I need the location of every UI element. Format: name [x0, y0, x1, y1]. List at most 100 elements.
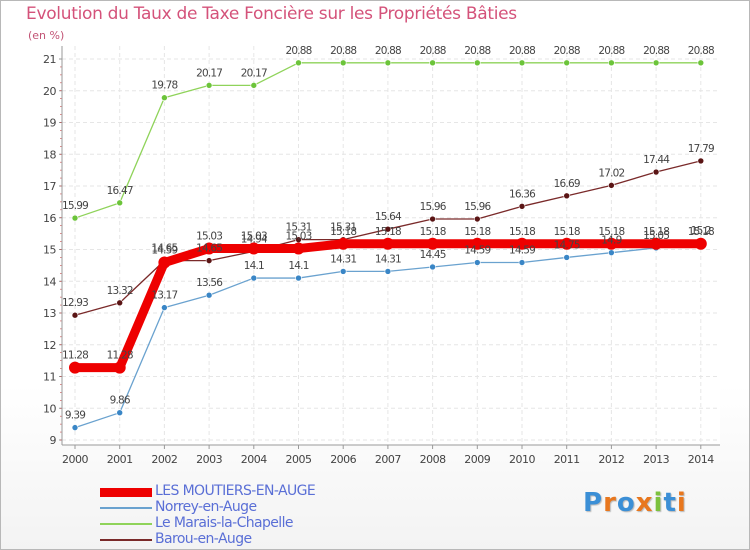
- logo-letter: i: [676, 488, 687, 518]
- y-tick-label: 14: [43, 275, 56, 288]
- data-point-barou-en-auge: [116, 299, 123, 307]
- data-label-barou-en-auge: 16.36: [509, 188, 536, 200]
- legend-swatch: [100, 539, 152, 541]
- data-label-barou-en-auge: 16.69: [554, 178, 580, 190]
- data-point-les-moutiers-en-auge: [292, 242, 305, 255]
- data-point-les-moutiers-en-auge: [203, 242, 216, 255]
- data-label-barou-en-auge: 15.31: [330, 222, 356, 234]
- data-label-les-moutiers-en-auge: 15.18: [509, 226, 535, 238]
- data-point-norrey-en-auge: [339, 268, 347, 275]
- data-point-le-marais-la-chapelle: [563, 59, 571, 67]
- data-label-le-marais-la-chapelle: 20.88: [554, 45, 580, 57]
- logo-letter: r: [603, 488, 617, 518]
- data-label-les-moutiers-en-auge: 15.03: [196, 231, 222, 243]
- data-label-les-moutiers-en-auge: 15.18: [330, 226, 356, 238]
- x-tick-label: 2006: [330, 453, 356, 466]
- data-label-barou-en-auge: 17.44: [643, 154, 670, 166]
- data-point-barou-en-auge: [563, 192, 571, 200]
- data-label-les-moutiers-en-auge: 11.28: [107, 350, 133, 362]
- data-point-le-marais-la-chapelle: [697, 59, 705, 67]
- y-tick-label: 20: [43, 85, 56, 98]
- data-label-norrey-en-auge: 9.86: [110, 395, 131, 407]
- x-tick-label: 2013: [643, 453, 669, 466]
- legend-swatch: [100, 523, 152, 525]
- data-label-les-moutiers-en-auge: 15.18: [688, 226, 714, 238]
- logo-letter: P: [583, 488, 604, 518]
- data-label-les-moutiers-en-auge: 11.28: [62, 350, 88, 362]
- x-tick-label: 2008: [420, 453, 446, 466]
- data-label-les-moutiers-en-auge: 15.03: [241, 231, 267, 243]
- data-point-barou-en-auge: [384, 225, 392, 233]
- data-label-norrey-en-auge: 13.56: [196, 277, 223, 289]
- y-tick-label: 17: [43, 180, 56, 193]
- data-point-le-marais-la-chapelle: [339, 59, 347, 67]
- data-label-norrey-en-auge: 14.31: [330, 253, 356, 265]
- data-label-norrey-en-auge: 14.75: [554, 239, 580, 251]
- x-tick-label: 2007: [375, 453, 401, 466]
- data-point-le-marais-la-chapelle: [608, 59, 615, 67]
- data-point-norrey-en-auge: [563, 254, 571, 261]
- data-label-norrey-en-auge: 14.59: [464, 245, 490, 257]
- data-point-le-marais-la-chapelle: [116, 199, 123, 207]
- data-point-norrey-en-auge: [295, 274, 302, 282]
- x-tick-label: 2014: [688, 453, 714, 466]
- x-tick-label: 2001: [107, 453, 133, 466]
- data-point-les-moutiers-en-auge: [381, 237, 394, 250]
- logo-letter: x: [635, 488, 654, 518]
- data-label-les-moutiers-en-auge: 15.18: [598, 226, 624, 238]
- data-point-norrey-en-auge: [71, 424, 79, 431]
- data-point-les-moutiers-en-auge: [650, 237, 663, 250]
- data-label-les-moutiers-en-auge: 15.03: [285, 231, 311, 243]
- chart-title: Evolution du Taux de Taxe Foncière sur l…: [26, 4, 517, 24]
- data-point-le-marais-la-chapelle: [295, 59, 302, 67]
- data-label-le-marais-la-chapelle: 20.17: [241, 67, 267, 79]
- logo-letter: o: [616, 488, 636, 518]
- data-point-les-moutiers-en-auge: [516, 237, 528, 250]
- data-label-norrey-en-auge: 14.9: [601, 235, 621, 247]
- data-point-norrey-en-auge: [384, 268, 392, 275]
- proxiti-logo: Proxiti: [583, 488, 687, 518]
- data-label-barou-en-auge: 15.96: [464, 201, 491, 213]
- data-label-norrey-en-auge: 15.05: [643, 230, 669, 242]
- data-label-le-marais-la-chapelle: 20.17: [196, 67, 222, 79]
- data-point-les-moutiers-en-auge: [560, 237, 573, 250]
- legend-label: LES MOUTIERS-EN-AUGE: [155, 483, 316, 499]
- y-unit-label: (en %): [28, 29, 65, 42]
- data-point-le-marais-la-chapelle: [71, 214, 79, 222]
- data-label-les-moutiers-en-auge: 15.18: [554, 226, 580, 238]
- x-tick-label: 2009: [464, 453, 490, 466]
- data-point-le-marais-la-chapelle: [205, 82, 213, 89]
- data-label-les-moutiers-en-auge: 14.59: [151, 245, 177, 257]
- data-point-barou-en-auge: [652, 168, 660, 176]
- x-tick-label: 2003: [196, 453, 222, 466]
- y-tick-label: 18: [43, 148, 56, 161]
- data-label-barou-en-auge: 14.65: [196, 243, 222, 255]
- y-tick-label: 15: [43, 244, 56, 257]
- data-point-norrey-en-auge: [116, 409, 123, 416]
- data-point-le-marais-la-chapelle: [473, 59, 481, 67]
- data-point-le-marais-la-chapelle: [250, 82, 258, 89]
- data-label-norrey-en-auge: 9.39: [65, 410, 85, 422]
- legend-label: Norrey-en-Auge: [155, 499, 257, 515]
- data-label-le-marais-la-chapelle: 20.88: [464, 45, 490, 57]
- data-label-barou-en-auge: 15.31: [285, 222, 311, 234]
- data-point-barou-en-auge: [71, 311, 79, 319]
- data-point-norrey-en-auge: [429, 263, 436, 271]
- logo-letter: t: [663, 488, 677, 518]
- y-tick-label: 21: [43, 53, 56, 66]
- data-point-les-moutiers-en-auge: [471, 237, 484, 250]
- data-point-les-moutiers-en-auge: [694, 237, 707, 250]
- data-point-le-marais-la-chapelle: [384, 59, 392, 67]
- data-point-norrey-en-auge: [250, 274, 258, 282]
- data-label-norrey-en-auge: 15.2: [691, 225, 711, 237]
- data-point-les-moutiers-en-auge: [158, 256, 171, 269]
- data-label-barou-en-auge: 15.64: [375, 211, 402, 223]
- data-point-le-marais-la-chapelle: [161, 94, 168, 102]
- data-label-les-moutiers-en-auge: 15.18: [420, 226, 446, 238]
- y-tick-label: 12: [43, 339, 56, 352]
- legend-swatch: [100, 507, 152, 509]
- data-label-barou-en-auge: 12.93: [62, 297, 88, 309]
- y-tick-label: 9: [50, 434, 57, 447]
- data-point-les-moutiers-en-auge: [337, 237, 350, 250]
- data-point-norrey-en-auge: [518, 259, 526, 266]
